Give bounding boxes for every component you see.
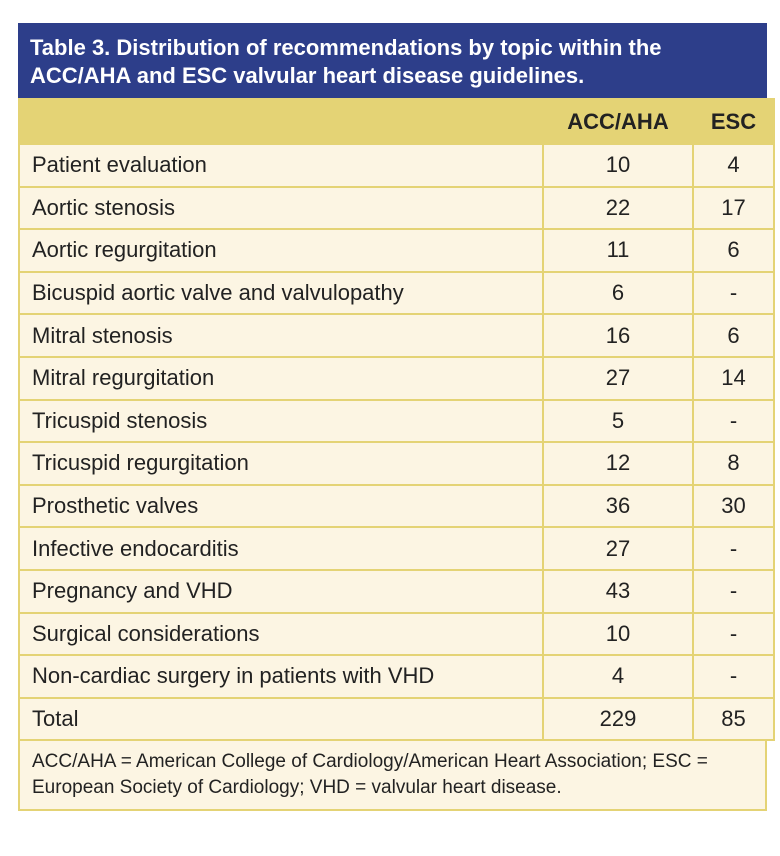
topic-cell: Mitral stenosis — [18, 313, 544, 358]
table-row: Infective endocarditis 27- — [18, 526, 775, 571]
table-container: Table 3. Distribution of recommendations… — [18, 23, 775, 812]
esc-cell: 30 — [692, 483, 775, 529]
topic-cell: Pregnancy and VHD — [18, 568, 544, 614]
topic-cell: Total — [18, 696, 544, 742]
esc-cell: - — [692, 526, 775, 571]
acc-aha-cell: 36 — [542, 483, 694, 529]
footnote: ACC/AHA = American College of Cardiology… — [18, 741, 767, 812]
topic-cell: Prosthetic valves — [18, 483, 544, 529]
table-row: Non-cardiac surgery in patients with VHD… — [18, 654, 775, 699]
topic-cell: Aortic regurgitation — [18, 228, 544, 273]
topic-cell: Aortic stenosis — [18, 185, 544, 231]
topic-cell: Bicuspid aortic valve and valvulopathy — [18, 270, 544, 316]
esc-cell: 6 — [692, 228, 775, 273]
table-row: Patient evaluation 10 4 — [18, 143, 775, 188]
table-row: Surgical considerations 10- — [18, 611, 775, 657]
esc-cell: - — [692, 611, 775, 657]
acc-aha-cell: 27 — [542, 526, 694, 571]
acc-aha-cell: 43 — [542, 568, 694, 614]
esc-cell: 85 — [692, 696, 775, 742]
table-title: Table 3. Distribution of recommendations… — [18, 23, 767, 98]
acc-aha-cell: 229 — [542, 696, 694, 742]
table-row: Mitral regurgitation 27 14 — [18, 355, 775, 401]
esc-cell: - — [692, 568, 775, 614]
topic-cell: Mitral regurgitation — [18, 355, 544, 401]
table-row: Prosthetic valves 36 30 — [18, 483, 775, 529]
table-row: Tricuspid stenosis 5- — [18, 398, 775, 444]
esc-cell: 8 — [692, 441, 775, 486]
recommendations-table: ACC/AHA ESC Patient evaluation 10 4 Aortic … — [18, 98, 775, 742]
topic-cell: Tricuspid stenosis — [18, 398, 544, 444]
table-row: Pregnancy and VHD 43- — [18, 568, 775, 614]
acc-aha-cell: 27 — [542, 355, 694, 401]
esc-cell: - — [692, 398, 775, 444]
esc-cell: - — [692, 270, 775, 316]
acc-aha-cell: 11 — [542, 228, 694, 273]
esc-cell: - — [692, 654, 775, 699]
table-row: Bicuspid aortic valve and valvulopathy 6- — [18, 270, 775, 316]
acc-aha-cell: 6 — [542, 270, 694, 316]
topic-cell: Non-cardiac surgery in patients with VHD — [18, 654, 544, 699]
acc-aha-cell: 22 — [542, 185, 694, 231]
column-header-topic — [18, 98, 544, 145]
table-row: Aortic stenosis 22 17 — [18, 185, 775, 231]
esc-cell: 4 — [692, 143, 775, 188]
esc-cell: 6 — [692, 313, 775, 358]
esc-cell: 17 — [692, 185, 775, 231]
acc-aha-cell: 10 — [542, 143, 694, 188]
acc-aha-cell: 10 — [542, 611, 694, 657]
topic-cell: Patient evaluation — [18, 143, 544, 188]
acc-aha-cell: 4 — [542, 654, 694, 699]
topic-cell: Tricuspid regurgitation — [18, 441, 544, 486]
table-row: Tricuspid regurgitation 12 8 — [18, 441, 775, 486]
topic-cell: Surgical considerations — [18, 611, 544, 657]
total-row: Total 229 85 — [18, 696, 775, 742]
header-row: ACC/AHA ESC — [18, 98, 775, 145]
column-header-esc: ESC — [692, 98, 775, 145]
acc-aha-cell: 16 — [542, 313, 694, 358]
table-row: Aortic regurgitation 11 6 — [18, 228, 775, 273]
acc-aha-cell: 5 — [542, 398, 694, 444]
esc-cell: 14 — [692, 355, 775, 401]
acc-aha-cell: 12 — [542, 441, 694, 486]
topic-cell: Infective endocarditis — [18, 526, 544, 571]
table-row: Mitral stenosis 16 6 — [18, 313, 775, 358]
column-header-acc-aha: ACC/AHA — [542, 98, 694, 145]
